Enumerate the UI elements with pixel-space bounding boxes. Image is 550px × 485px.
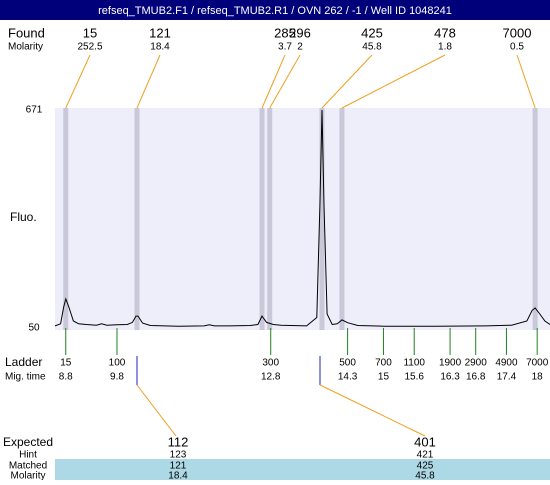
y-tick-label: 50 [28,323,40,334]
y-tick-label: 671 [26,105,43,116]
ladder-size: 15 [60,358,72,369]
peak-band [63,108,69,330]
expected-value: 425 [417,461,434,472]
peak-connector [269,54,301,109]
peak-band [532,108,538,330]
peak-connector [516,54,536,109]
ladder-time: 15.6 [404,372,424,383]
expected-value: 121 [170,461,187,472]
ladder-size: 1100 [403,358,425,369]
title-bar [0,0,550,20]
title: refseq_TMUB2.F1 / refseq_TMUB2.R1 / OVN … [98,5,452,17]
expected-value: 112 [168,434,189,449]
match-connector [319,384,426,437]
found-size: 425 [361,25,383,40]
found-size: 478 [434,25,456,40]
peak-connector [136,54,161,109]
expected-value: 421 [417,450,434,461]
ladder-time: 18 [532,372,544,383]
ladder-size: 700 [375,358,392,369]
ladder-time: 16.3 [440,372,460,383]
match-connector [136,384,177,437]
peak-band [259,108,265,330]
peak-connector [321,54,373,109]
ladder-size: 500 [339,358,356,369]
ladder-time: 8.8 [59,372,73,383]
ladder-size: 4900 [495,358,518,369]
peak-connector [341,54,446,109]
found-size: 7000 [503,25,532,40]
mig-time-label: Mig. time [5,372,46,383]
ladder-time: 15 [378,372,390,383]
matched-band [55,459,550,480]
found-molarity: 45.8 [362,42,382,53]
plot-area [55,108,550,330]
peak-connector [261,54,286,109]
ladder-size: 7000 [526,358,549,369]
expected-row-label: Molarity [10,471,45,480]
ladder-size: 2900 [465,358,488,369]
peak-band [339,108,345,330]
expected-value: 45.8 [415,471,435,480]
expected-value: 401 [414,434,436,449]
peak-connector [65,54,91,109]
expected-row-label: Hint [19,450,37,461]
found-size: 15 [83,25,97,40]
ladder-size: 300 [262,358,279,369]
found-molarity: 18.4 [150,42,170,53]
ladder-time: 17.4 [497,372,517,383]
found-size: 285 [274,25,296,40]
expected-row-label: Matched [9,461,47,472]
found-molarity: 252.5 [77,42,102,53]
found-molarity: 2 [297,42,303,53]
found-size: 121 [149,25,171,40]
ladder-label: Ladder [5,355,42,369]
ladder-time: 14.3 [338,372,358,383]
peak-band [319,108,325,330]
trace [54,109,550,327]
found-label: Found [8,25,45,40]
ladder-time: 16.8 [466,372,486,383]
found-molarity: 0.5 [510,42,524,53]
ladder-size: 100 [109,358,126,369]
molarity-label: Molarity [8,42,43,53]
expected-row-label: Expected [3,435,53,449]
found-molarity: 3.7 [278,42,292,53]
peak-band [134,108,140,330]
expected-value: 123 [170,450,187,461]
found-molarity: 1.8 [438,42,452,53]
peak-band [267,108,273,330]
ladder-time: 9.8 [110,372,124,383]
found-size: 296 [289,25,311,40]
expected-value: 18.4 [168,471,188,480]
y-axis-label: Fluo. [10,210,37,224]
ladder-size: 1900 [439,358,462,369]
ladder-time: 12.8 [261,372,281,383]
